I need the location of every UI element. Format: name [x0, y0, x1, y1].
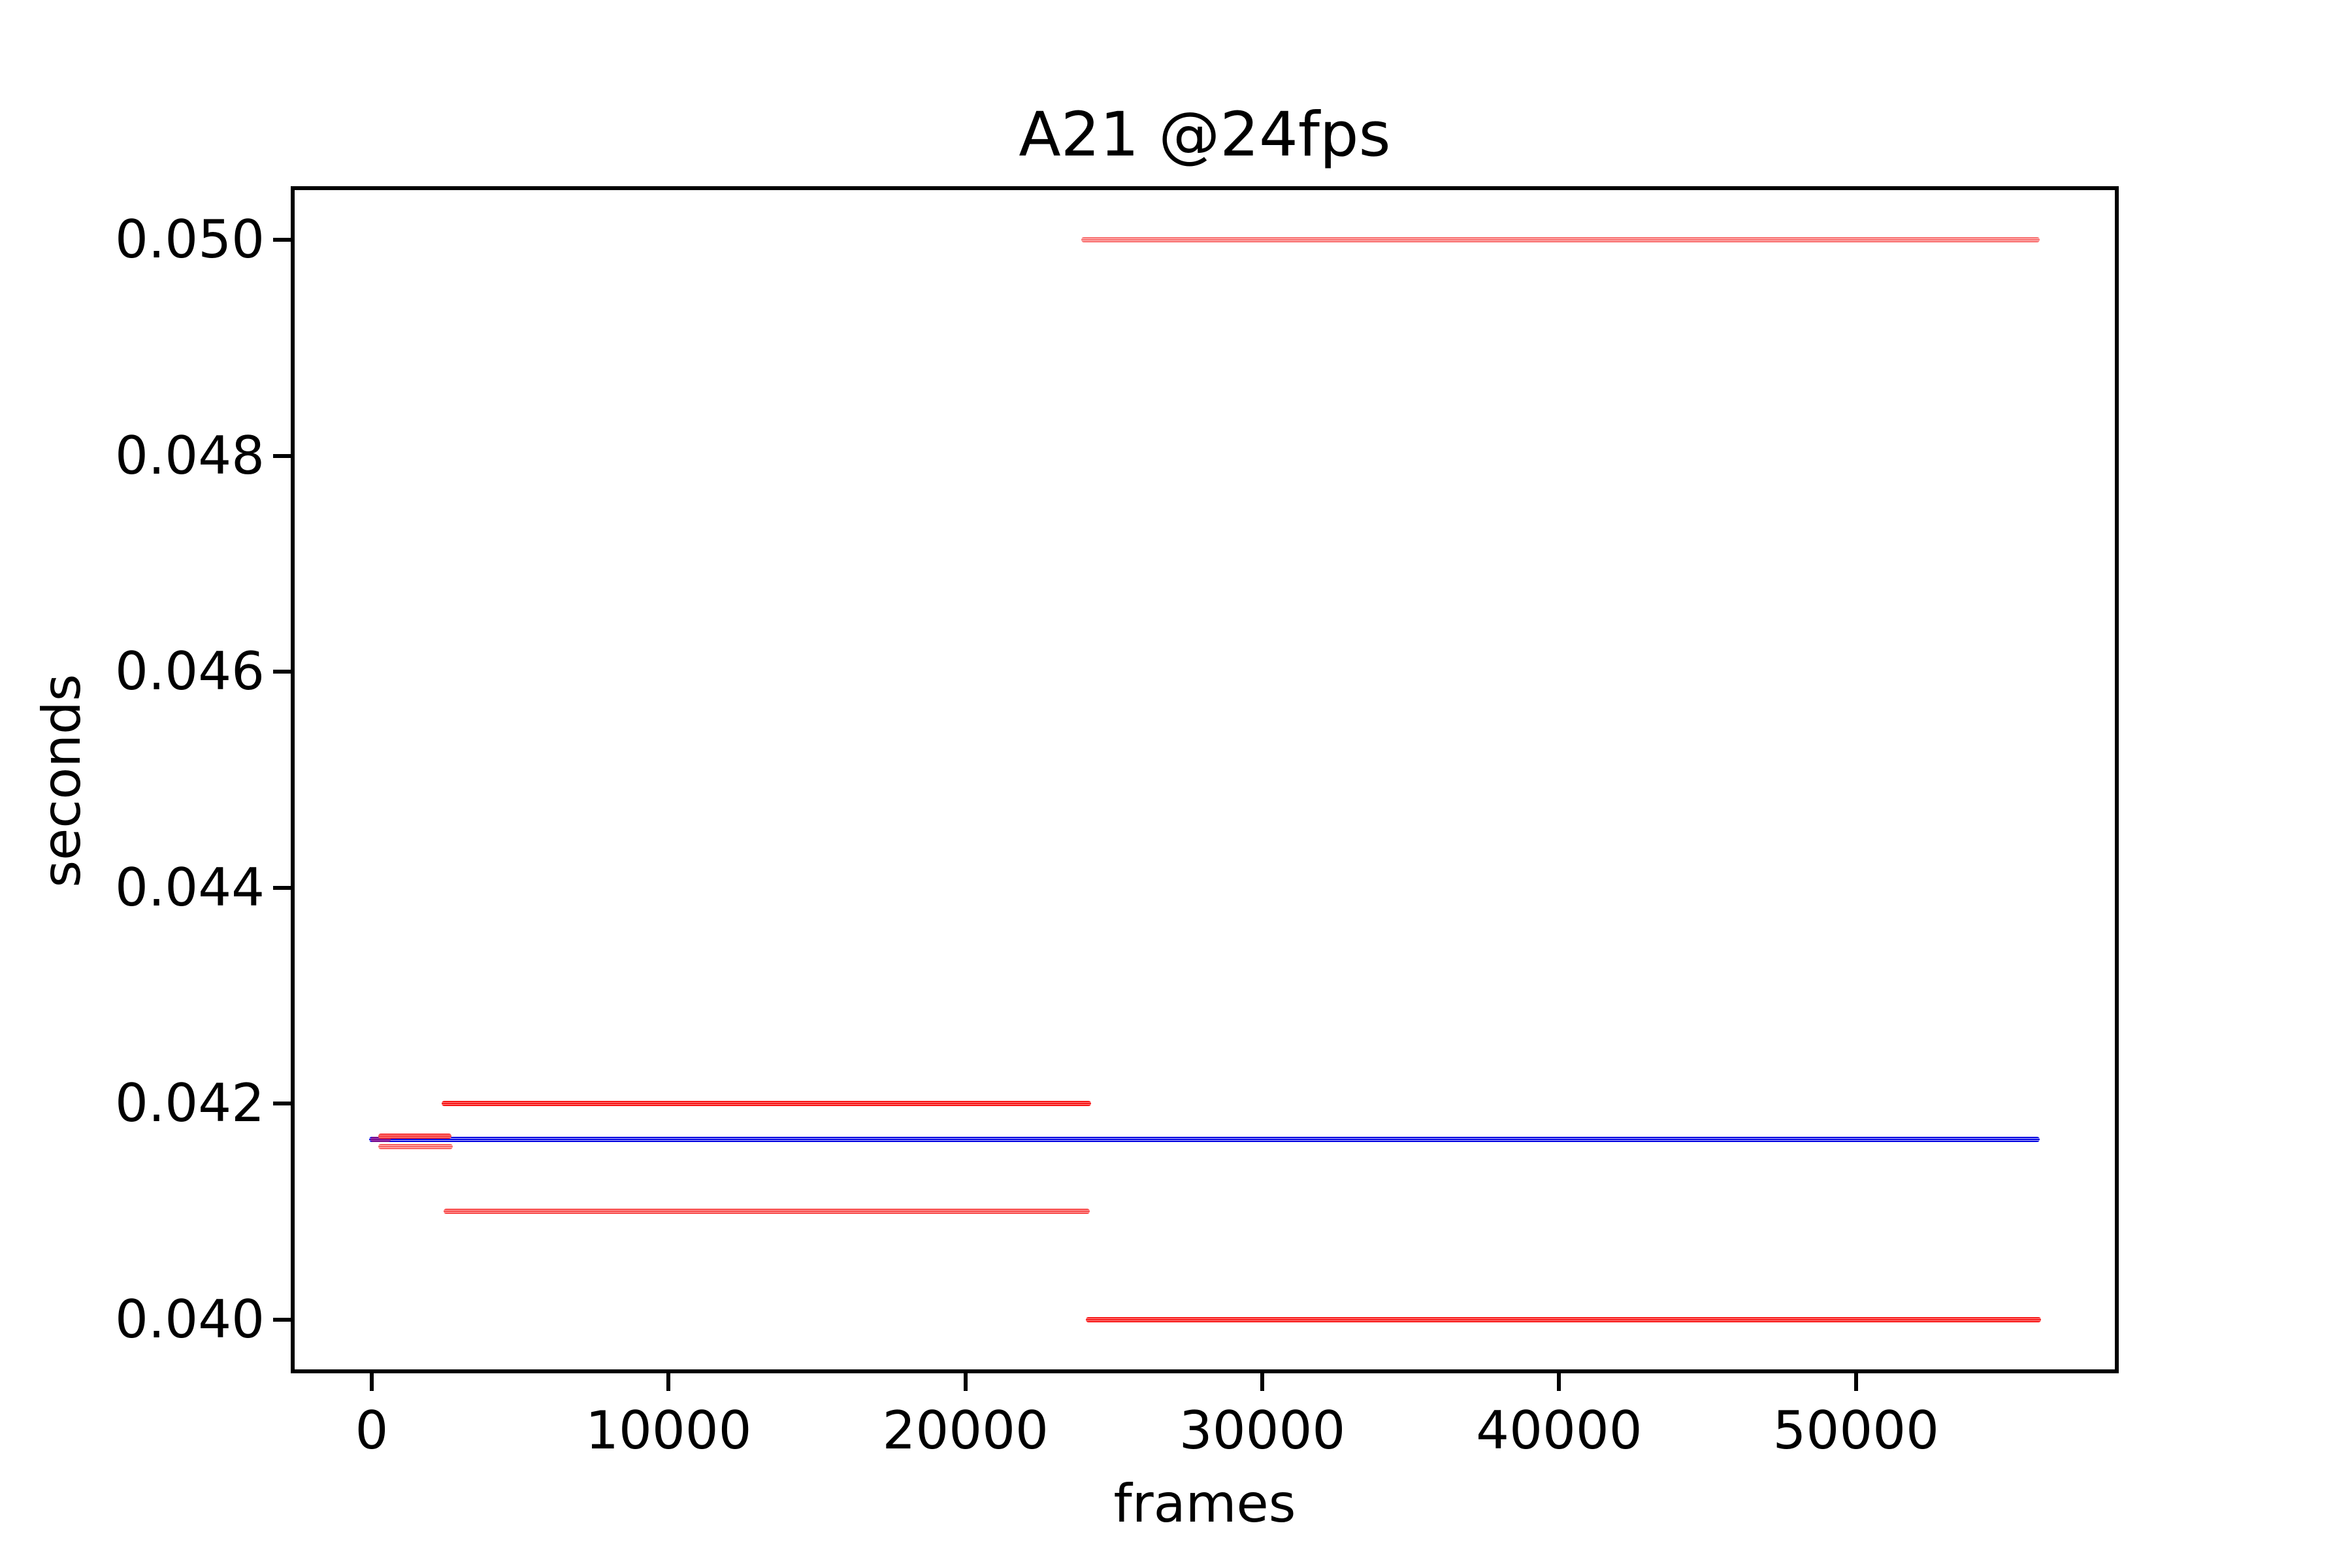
- measured-frame-duration-segment: [1081, 237, 2040, 243]
- y-tick-mark: [273, 670, 291, 674]
- y-axis-label: seconds: [31, 674, 92, 888]
- y-tick-label: 0.046: [114, 641, 265, 702]
- x-tick-label: 30000: [1179, 1400, 1346, 1461]
- x-tick-label: 40000: [1476, 1400, 1642, 1461]
- y-tick-label: 0.048: [114, 425, 265, 486]
- chart-title: A21 @24fps: [1019, 99, 1391, 171]
- y-tick-label: 0.050: [114, 209, 265, 270]
- y-tick-mark: [273, 1102, 291, 1106]
- x-tick-label: 10000: [585, 1400, 752, 1461]
- nominal-frame-duration-segment: [368, 1137, 2040, 1143]
- y-tick-mark: [273, 885, 291, 890]
- x-axis-label: frames: [1113, 1473, 1296, 1534]
- measured-frame-duration-segment: [378, 1133, 452, 1139]
- x-tick-mark: [1260, 1373, 1265, 1391]
- x-tick-label: 20000: [882, 1400, 1049, 1461]
- x-tick-mark: [1854, 1373, 1858, 1391]
- x-tick-mark: [1557, 1373, 1561, 1391]
- y-tick-label: 0.042: [114, 1073, 265, 1134]
- measured-frame-duration-segment: [370, 1137, 391, 1143]
- x-tick-mark: [369, 1373, 374, 1391]
- y-tick-mark: [273, 453, 291, 458]
- y-tick-label: 0.040: [114, 1288, 265, 1350]
- x-tick-label: 50000: [1772, 1400, 1940, 1461]
- y-tick-label: 0.044: [114, 857, 265, 918]
- y-tick-mark: [273, 1317, 291, 1322]
- x-tick-label: 0: [355, 1400, 389, 1461]
- measured-frame-duration-segment: [442, 1101, 1092, 1107]
- measured-frame-duration-segment: [1086, 1316, 2042, 1322]
- measured-frame-duration-segment: [378, 1144, 453, 1150]
- x-tick-mark: [666, 1373, 671, 1391]
- y-tick-mark: [273, 238, 291, 242]
- plot-area: [291, 186, 2119, 1373]
- measured-frame-duration-segment: [443, 1209, 1090, 1215]
- x-tick-mark: [963, 1373, 968, 1391]
